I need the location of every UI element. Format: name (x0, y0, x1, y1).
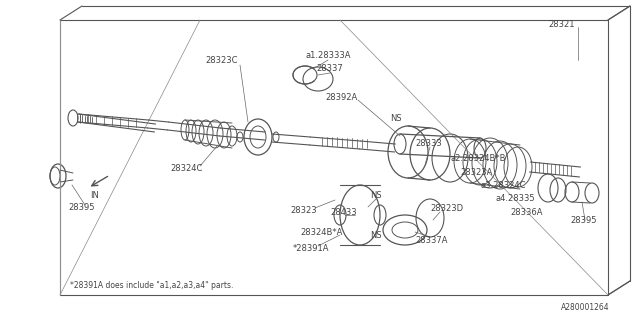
Text: 28392A: 28392A (325, 92, 357, 101)
Text: 28333: 28333 (415, 139, 442, 148)
Text: NS: NS (370, 230, 381, 239)
Text: 28337A: 28337A (415, 236, 447, 244)
Text: NS: NS (370, 190, 381, 199)
Text: 28323: 28323 (290, 205, 317, 214)
Text: 28324C: 28324C (170, 164, 202, 172)
Text: a3.28324C: a3.28324C (480, 180, 525, 189)
Text: 28395: 28395 (68, 203, 95, 212)
Text: 28433: 28433 (330, 207, 356, 217)
Text: 28337: 28337 (316, 63, 343, 73)
Text: a4.28335: a4.28335 (495, 194, 534, 203)
Text: 28321: 28321 (548, 20, 575, 28)
Text: *28391A does include "a1,a2,a3,a4" parts.: *28391A does include "a1,a2,a3,a4" parts… (70, 281, 234, 290)
Text: 28336A: 28336A (510, 207, 543, 217)
Text: 28395: 28395 (570, 215, 596, 225)
Text: IN: IN (91, 190, 99, 199)
Text: 28323A: 28323A (460, 167, 492, 177)
Text: 28324B*A: 28324B*A (300, 228, 342, 236)
Text: 28323D: 28323D (430, 204, 463, 212)
Text: 28323C: 28323C (205, 55, 237, 65)
Text: a2.28324B*B: a2.28324B*B (450, 154, 506, 163)
Text: *28391A: *28391A (293, 244, 330, 252)
Text: A280001264: A280001264 (561, 303, 610, 313)
Text: NS: NS (390, 114, 402, 123)
Text: a1.28333A: a1.28333A (305, 51, 351, 60)
